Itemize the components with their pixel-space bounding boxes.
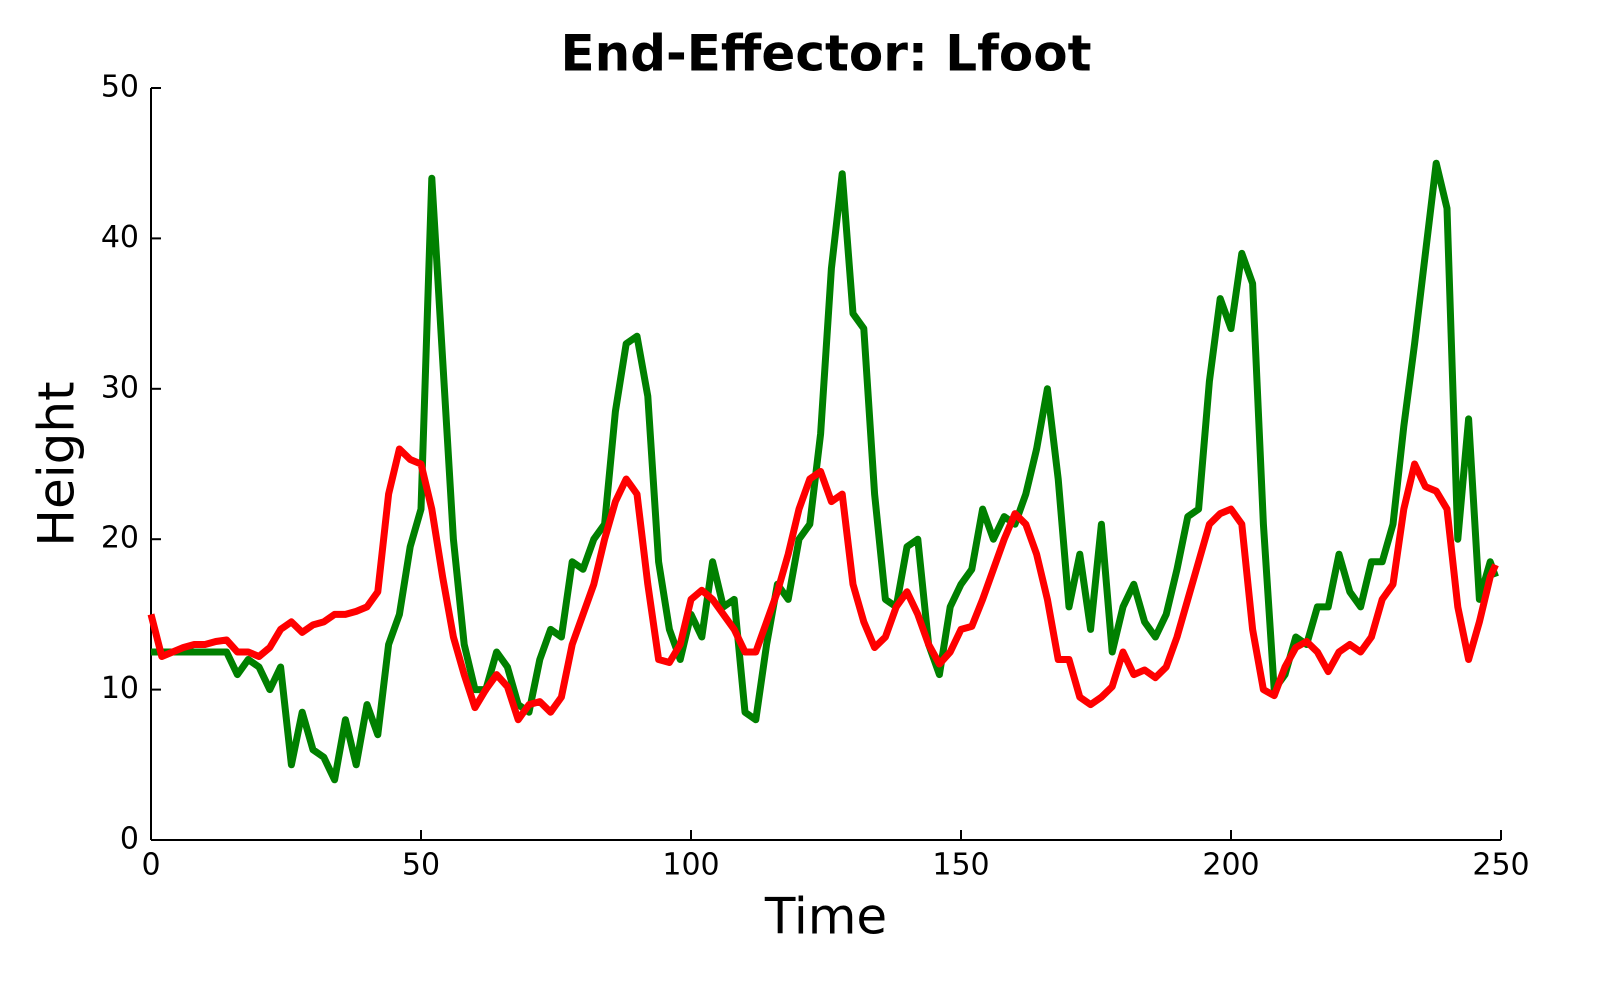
y-tick-label: 20 — [101, 521, 139, 556]
x-tick-label: 50 — [402, 848, 440, 883]
chart-title: End-Effector: Lfoot — [560, 25, 1091, 83]
line-series — [147, 445, 1499, 724]
x-tick-label: 200 — [1202, 848, 1259, 883]
x-tick-label: 0 — [141, 848, 160, 883]
x-tick-label: 250 — [1472, 848, 1529, 883]
y-tick-label: 30 — [101, 370, 139, 405]
x-tick-label: 100 — [662, 848, 719, 883]
y-tick-label: 0 — [120, 822, 139, 857]
x-tick-label: 150 — [932, 848, 989, 883]
y-axis-label: Height — [28, 381, 86, 546]
y-tick-label: 40 — [101, 220, 139, 255]
y-tick-label: 10 — [101, 671, 139, 706]
y-tick-label: 50 — [101, 70, 139, 105]
x-axis-label: Time — [764, 888, 887, 946]
